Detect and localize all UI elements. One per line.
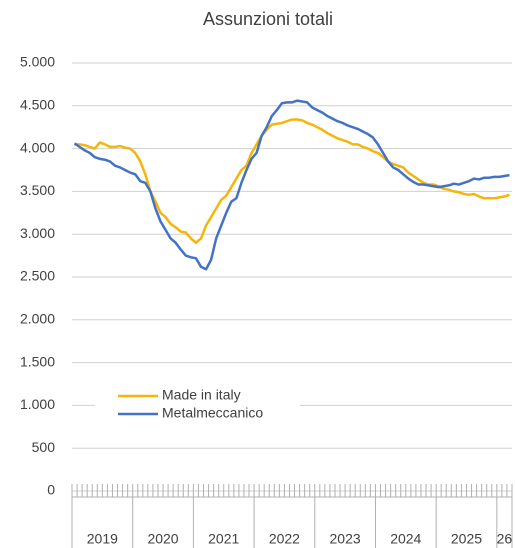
x-group-label: 2024 <box>390 531 421 547</box>
y-tick-label: 4.500 <box>20 97 55 113</box>
y-tick-label: 1.500 <box>20 353 55 369</box>
legend-label: Metalmeccanico <box>162 405 263 421</box>
x-group-label: 2019 <box>87 531 118 547</box>
y-tick-label: 2.500 <box>20 268 55 284</box>
legend-background <box>95 385 300 425</box>
y-tick-label: 2.000 <box>20 311 55 327</box>
x-group-label: 2025 <box>451 531 482 547</box>
y-tick-label: 4.000 <box>20 139 55 155</box>
x-group-label: 2021 <box>208 531 239 547</box>
y-tick-label: 3.000 <box>20 225 55 241</box>
x-group-label: 2023 <box>330 531 361 547</box>
x-group-label: 2022 <box>269 531 300 547</box>
line-series <box>73 99 510 271</box>
y-tick-label: 1.000 <box>20 396 55 412</box>
x-group-label: 26 <box>497 531 513 547</box>
y-tick-label: 3.500 <box>20 182 55 198</box>
chart-title: Assunzioni totali <box>203 9 333 29</box>
legend-label: Made in italy <box>162 387 241 403</box>
y-tick-label: 500 <box>32 439 56 455</box>
y-tick-label: 0 <box>47 482 55 498</box>
x-group-label: 2020 <box>147 531 178 547</box>
y-tick-label: 5.000 <box>20 54 55 70</box>
